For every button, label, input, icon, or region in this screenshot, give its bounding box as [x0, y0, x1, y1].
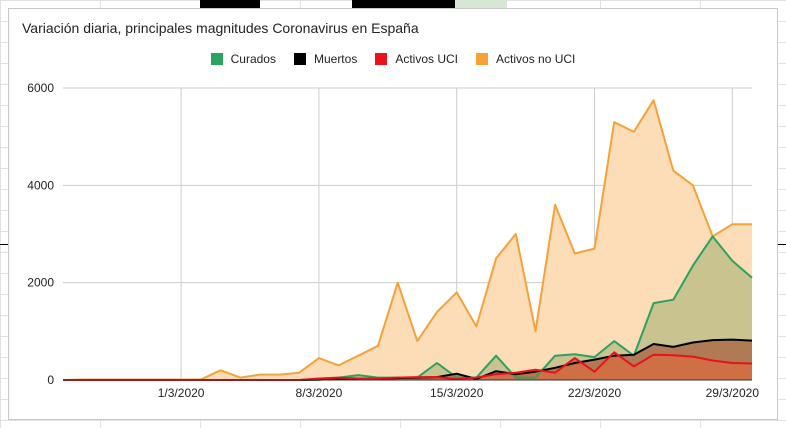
area-activos-uci [63, 352, 752, 380]
column-header-highlight [455, 0, 507, 8]
x-tick-label: 22/3/2020 [568, 386, 622, 400]
legend-item: Muertos [293, 51, 358, 67]
y-tick-label: 4000 [27, 178, 54, 192]
column-header-selected [200, 0, 260, 8]
x-tick-label: 29/3/2020 [706, 386, 760, 400]
row-divider-mark [0, 244, 8, 245]
legend-swatch [476, 53, 489, 65]
legend-label: Curados [230, 52, 276, 66]
legend-swatch [293, 53, 306, 65]
x-tick-label: 8/3/2020 [296, 386, 343, 400]
legend-label: Muertos [313, 52, 358, 66]
column-header-selected [352, 0, 455, 8]
y-tick-label: 2000 [27, 276, 54, 290]
legend-swatch [375, 53, 388, 65]
x-tick-label: 15/3/2020 [430, 386, 484, 400]
row-divider-mark [778, 244, 786, 245]
chart-title: Variación diaria, principales magnitudes… [22, 20, 419, 36]
legend-item: Activos no UCI [476, 51, 575, 67]
x-tick-label: 1/3/2020 [158, 386, 205, 400]
legend-item: Activos UCI [375, 51, 458, 67]
area-activos-no-uci [63, 100, 752, 380]
y-tick-label: 0 [47, 373, 54, 387]
legend-swatch [210, 53, 223, 65]
y-tick-label: 6000 [27, 81, 54, 95]
legend-item: Curados [210, 51, 276, 67]
legend-label: Activos no UCI [496, 52, 576, 66]
chart-legend: Curados Muertos Activos UCI Activos no UCI [0, 51, 786, 67]
legend-label: Activos UCI [395, 52, 459, 66]
